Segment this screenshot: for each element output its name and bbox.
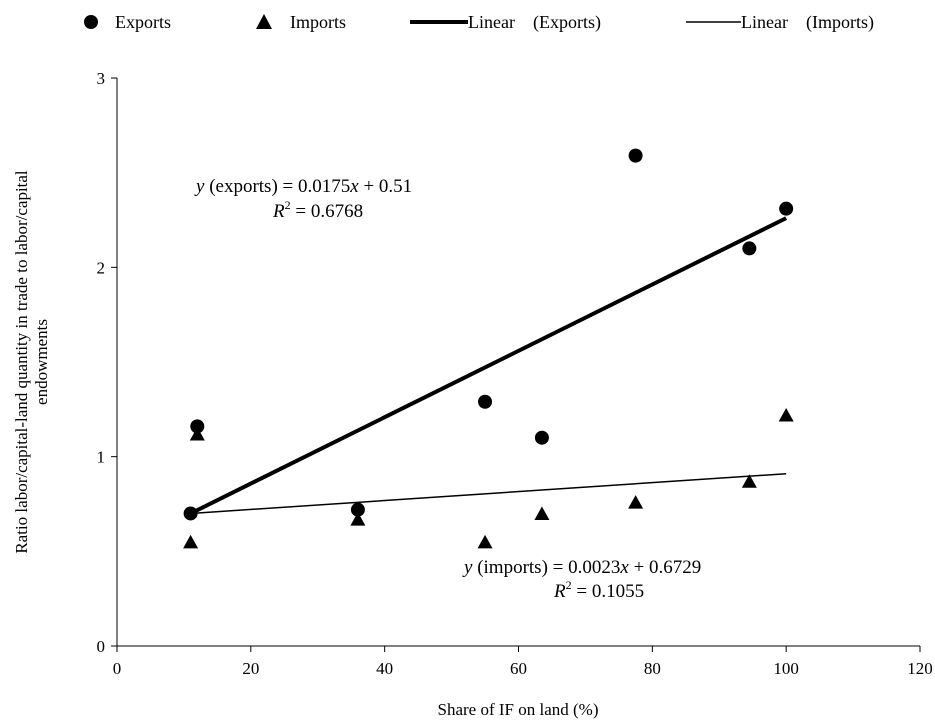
- exports-point: [190, 419, 205, 434]
- exports-trendline: [189, 216, 788, 516]
- x-tick-label: 120: [907, 659, 933, 678]
- legend-imports-label: Imports: [290, 12, 346, 32]
- legend-exports-marker-icon: [84, 15, 98, 29]
- imports-point: [628, 495, 644, 509]
- data-markers: [183, 148, 794, 549]
- y-tick-label: 3: [97, 69, 106, 88]
- x-axis-ticks: 0 20 40 60 80 100 120: [113, 646, 933, 678]
- legend-linear-imports-label: Linear (Imports): [741, 12, 874, 33]
- exports-point: [742, 241, 757, 256]
- x-tick-label: 40: [376, 659, 393, 678]
- exports-point: [350, 502, 365, 517]
- imports-equation: y (imports) = 0.0023x + 0.6729: [462, 557, 701, 578]
- y-axis-title: Ratio labor/capital-land quantity in tra…: [12, 170, 51, 554]
- y-axis-title-line-1: Ratio labor/capital-land quantity in tra…: [12, 170, 31, 554]
- exports-point: [478, 394, 493, 409]
- legend-linear-exports-label: Linear (Exports): [468, 12, 601, 33]
- y-tick-label: 0: [97, 637, 106, 656]
- imports-r-squared: R2 = 0.1055: [553, 578, 644, 602]
- imports-point: [189, 426, 205, 441]
- exports-equation: y (exports) = 0.0175x + 0.51: [194, 176, 412, 197]
- y-tick-label: 1: [97, 448, 106, 467]
- legend-exports-label: Exports: [115, 12, 171, 32]
- x-tick-label: 20: [242, 659, 259, 678]
- exports-point: [779, 201, 794, 216]
- imports-point: [350, 512, 366, 526]
- trendlines: [189, 216, 788, 516]
- legend: Exports Imports Linear (Exports) Linear …: [84, 12, 874, 33]
- imports-trendline: [190, 472, 787, 515]
- imports-point: [477, 534, 493, 549]
- y-axis-ticks: 0 1 2 3: [97, 69, 117, 656]
- imports-point: [183, 534, 199, 549]
- x-tick-label: 100: [773, 659, 799, 678]
- imports-point: [741, 474, 757, 488]
- x-tick-label: 0: [113, 659, 122, 678]
- y-axis-title-line-2: endowments: [32, 319, 51, 405]
- exports-point: [628, 148, 643, 163]
- y-tick-label: 2: [97, 258, 106, 277]
- imports-point: [778, 408, 794, 422]
- exports-r-squared: R2 = 0.6768: [272, 198, 363, 222]
- x-tick-label: 60: [510, 659, 527, 678]
- imports-point: [534, 506, 550, 520]
- x-axis-title: Share of IF on land (%): [438, 700, 599, 719]
- x-tick-label: 80: [644, 659, 661, 678]
- exports-point: [183, 506, 198, 521]
- legend-imports-marker-icon: [256, 14, 272, 29]
- axes: 0 1 2 3 0 20 40 60 80 100 120: [97, 69, 933, 678]
- exports-point: [534, 430, 549, 445]
